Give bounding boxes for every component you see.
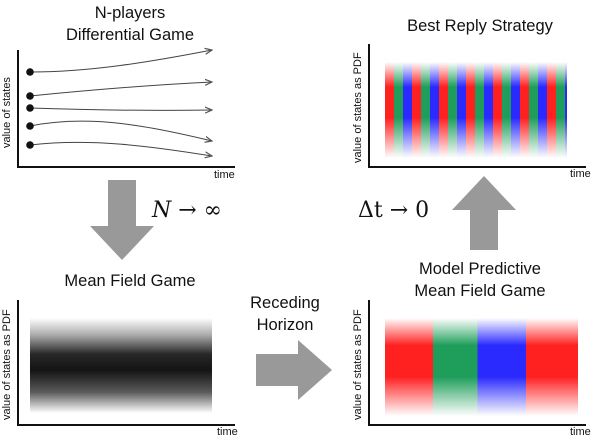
nplayers-xlabel: time (214, 169, 235, 181)
player-dot-2 (26, 92, 34, 100)
trajectory-3 (29, 108, 212, 110)
trajectory-5 (29, 141, 212, 156)
mpc-mfg-xlabel: time (570, 426, 591, 438)
nplayers-title-line2: Differential Game (65, 26, 195, 44)
best-reply-ylabel: value of states as PDF (352, 52, 364, 163)
best-reply-y-axis (368, 44, 370, 168)
mpc-mfg-ylabel: value of states as PDF (352, 309, 364, 420)
nplayers-x-axis (17, 166, 235, 168)
best-reply-fade (385, 62, 567, 158)
best-reply-xlabel: time (570, 168, 591, 180)
limit-n-var: N (152, 198, 172, 223)
arrow-up-limit-dt (452, 176, 516, 250)
mean-field-density (30, 318, 212, 413)
best-reply-x-axis (368, 166, 586, 168)
mean-field-xlabel: time (217, 426, 238, 438)
trajectory-1 (29, 50, 212, 73)
limit-dt-rest: → 0 (382, 198, 430, 223)
nplayers-title: N-players Differential Game (35, 2, 225, 46)
player-dot-1 (26, 68, 34, 76)
player-dot-3 (26, 104, 34, 112)
mean-field-y-axis (17, 300, 19, 426)
mpc-mfg-title-line1: Model Predictive (419, 260, 541, 278)
mpc-mfg-y-axis (368, 300, 370, 426)
best-reply-title: Best Reply Strategy (407, 17, 553, 35)
limit-dt-var: Δt (358, 198, 383, 223)
arrow-right-receding (256, 340, 332, 400)
receding-horizon-label: Receding Horizon (240, 292, 330, 336)
receding-line2: Horizon (256, 316, 314, 334)
nplayers-title-line1: N-players (94, 4, 166, 22)
limit-n-label: N → ∞ (152, 198, 222, 223)
mpc-mfg-fade (385, 318, 578, 416)
mean-field-ylabel: value of states as PDF (1, 309, 13, 420)
mpc-mfg-title: Model Predictive Mean Field Game (385, 258, 575, 302)
player-trajectories (26, 0, 240, 170)
limit-n-rest: → ∞ (171, 198, 222, 223)
mpc-mfg-title-line2: Mean Field Game (414, 282, 546, 300)
trajectory-4 (29, 120, 212, 141)
trajectory-2 (29, 82, 212, 97)
receding-line1: Receding (250, 294, 320, 312)
limit-dt-label: Δt → 0 (358, 198, 429, 223)
player-dot-5 (26, 141, 34, 149)
mpc-mfg-x-axis (368, 424, 586, 426)
mean-field-title: Mean Field Game (64, 272, 196, 290)
arrow-down-limit-n (90, 180, 154, 260)
player-dot-4 (26, 122, 34, 130)
mean-field-x-axis (17, 424, 235, 426)
nplayers-y-axis (17, 50, 19, 168)
